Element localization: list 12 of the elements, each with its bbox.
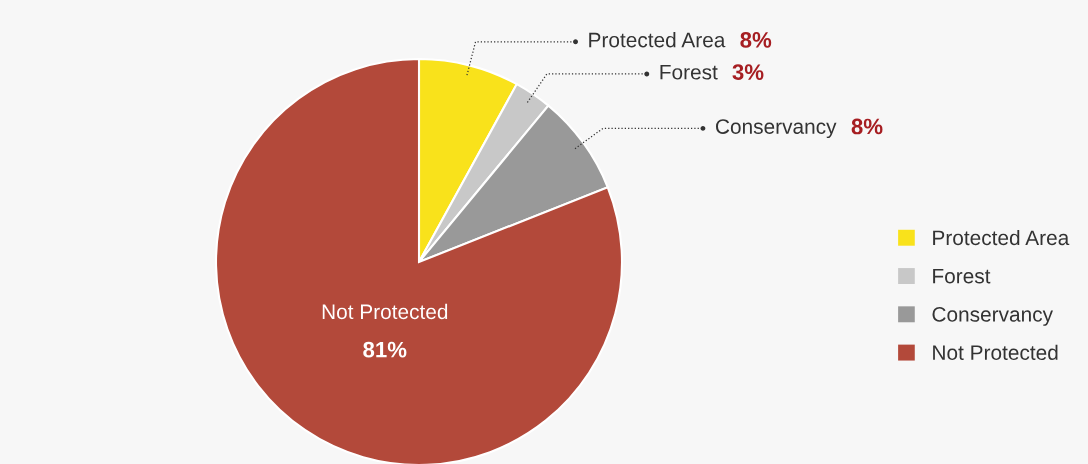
legend-label: Protected Area [933, 229, 1070, 246]
data-label: 3% [732, 64, 764, 80]
legend-label: Forest [933, 268, 991, 284]
slice-label: Protected Area [589, 32, 726, 48]
data-label: 81% [363, 341, 407, 358]
slice-label: Forest [660, 65, 718, 80]
legend-label: Conservancy [932, 307, 1053, 326]
legend-label: Not Protected [933, 344, 1058, 361]
slice-label: Not Protected [322, 303, 448, 320]
slice-label: Conservancy [716, 119, 837, 139]
data-label: 8% [740, 32, 772, 48]
data-label: 8% [851, 118, 883, 135]
